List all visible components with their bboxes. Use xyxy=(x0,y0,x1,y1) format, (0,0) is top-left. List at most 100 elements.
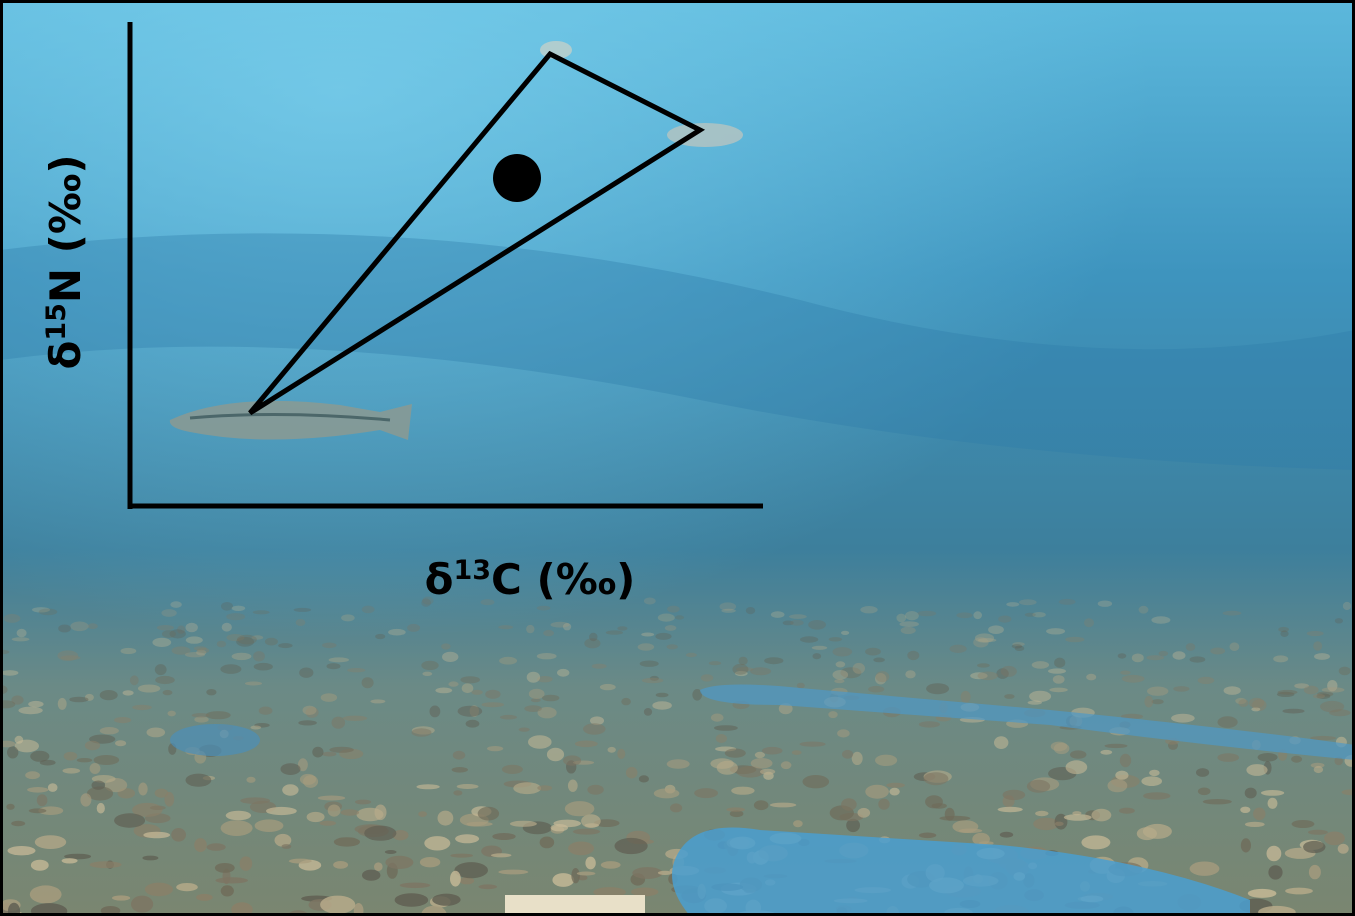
pebble xyxy=(266,807,297,815)
pebble xyxy=(479,884,498,889)
pebble xyxy=(527,672,540,683)
pebble xyxy=(803,775,830,788)
label-part: C (‰) xyxy=(491,555,635,604)
pebble xyxy=(255,819,284,832)
pebble xyxy=(975,633,994,642)
pebble xyxy=(221,820,253,836)
pebble xyxy=(1000,832,1013,838)
pebble xyxy=(945,808,955,821)
pebble xyxy=(926,683,949,694)
pebble xyxy=(1070,750,1086,758)
pebble xyxy=(1253,808,1265,821)
pebble xyxy=(1048,668,1066,673)
pebble xyxy=(600,684,616,690)
pebble xyxy=(155,676,175,684)
pebble xyxy=(1012,644,1022,648)
pebble xyxy=(670,803,682,812)
pebble xyxy=(800,742,826,747)
pebble xyxy=(385,850,397,854)
pebble xyxy=(452,767,468,773)
pebble xyxy=(939,816,970,821)
pebble xyxy=(265,638,278,646)
pebble xyxy=(1054,658,1065,668)
pebble xyxy=(1245,788,1257,799)
pebble xyxy=(836,661,846,667)
pebble xyxy=(4,614,21,623)
pebble xyxy=(421,661,438,670)
pebble xyxy=(1055,822,1064,826)
pebble xyxy=(30,751,49,762)
pebble xyxy=(973,611,982,619)
pebble xyxy=(557,669,569,677)
pebble xyxy=(1035,811,1048,816)
pebble xyxy=(100,690,118,700)
pebble xyxy=(565,801,595,816)
pebble xyxy=(1303,841,1325,853)
pebble xyxy=(320,896,355,914)
pebble xyxy=(762,747,783,755)
pebble xyxy=(207,843,226,851)
pebble xyxy=(299,668,313,678)
pebble xyxy=(364,826,396,841)
pebble xyxy=(1238,699,1248,707)
pebble xyxy=(441,643,450,649)
pebble xyxy=(155,664,167,675)
pebble xyxy=(510,821,537,827)
pebble xyxy=(27,787,48,793)
pebble xyxy=(797,683,805,689)
pebble xyxy=(1267,846,1282,862)
pebble xyxy=(362,870,380,881)
pebble xyxy=(120,648,136,654)
pebble xyxy=(875,755,897,766)
pebble xyxy=(471,690,482,695)
pebble xyxy=(31,860,49,871)
pebble xyxy=(422,672,432,676)
pebble xyxy=(1248,889,1277,898)
pebble xyxy=(282,844,292,849)
pebble xyxy=(1343,602,1351,610)
pebble xyxy=(1141,776,1162,786)
pebble xyxy=(112,895,130,900)
pebble xyxy=(575,741,598,748)
pebble xyxy=(88,623,98,629)
pebble xyxy=(498,625,513,629)
pebble xyxy=(420,857,440,867)
pebble xyxy=(221,602,233,611)
pebble xyxy=(865,785,889,799)
pebble xyxy=(1032,661,1049,669)
pebble xyxy=(1339,667,1351,676)
pebble xyxy=(424,836,450,850)
pebble xyxy=(152,638,171,647)
pebble xyxy=(581,814,601,828)
pebble xyxy=(889,788,899,796)
pebble xyxy=(601,861,621,869)
pebble xyxy=(1108,779,1128,792)
pebble xyxy=(1105,744,1128,748)
pebble xyxy=(491,853,512,857)
pebble xyxy=(1098,601,1112,607)
pebble xyxy=(755,752,765,758)
pebble xyxy=(329,747,353,753)
pebble xyxy=(185,652,205,657)
pebble xyxy=(790,620,804,626)
pebble xyxy=(385,856,413,869)
pebble xyxy=(924,772,949,785)
pebble xyxy=(711,714,724,722)
pebble xyxy=(320,821,336,826)
pebble xyxy=(860,606,877,613)
pebble xyxy=(355,800,371,805)
pebble xyxy=(1338,844,1349,854)
pebble xyxy=(321,693,337,702)
label-part: δ xyxy=(425,555,454,604)
pebble xyxy=(312,747,323,758)
pebble xyxy=(30,885,62,903)
pebble xyxy=(307,812,325,822)
pebble xyxy=(905,611,919,620)
pebble xyxy=(29,808,47,813)
pebble xyxy=(450,854,473,858)
pebble xyxy=(1019,599,1037,605)
pebble xyxy=(58,698,67,710)
pebble xyxy=(362,677,374,688)
pebble xyxy=(17,629,27,638)
pebble xyxy=(97,803,105,814)
